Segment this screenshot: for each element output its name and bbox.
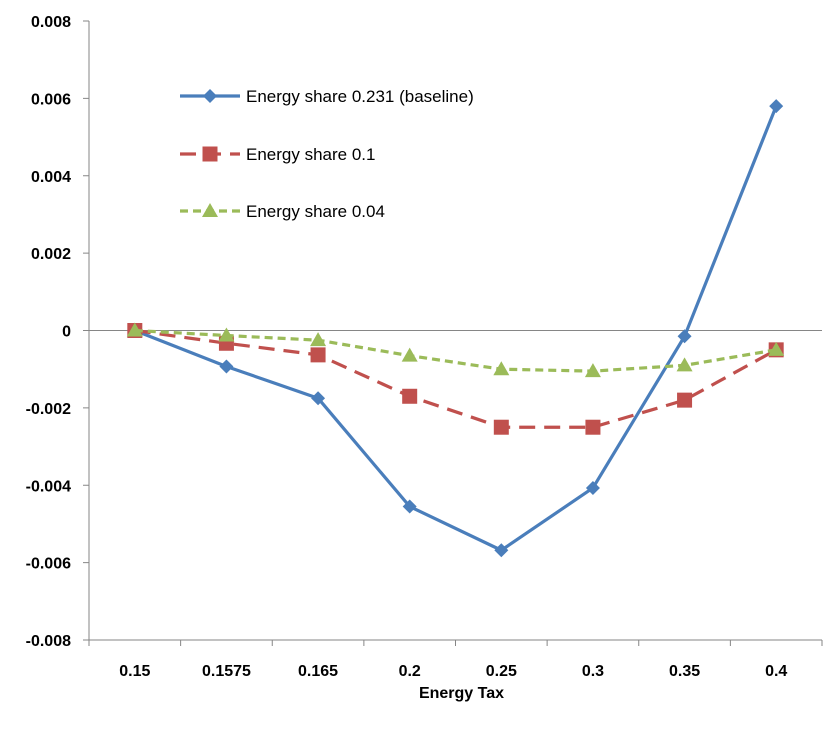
series-line bbox=[134, 328, 777, 373]
legend-label: Energy share 0.04 bbox=[246, 202, 385, 221]
series-line bbox=[134, 328, 777, 429]
y-tick-label: 0.006 bbox=[31, 91, 71, 108]
series-point bbox=[584, 363, 601, 378]
series-point bbox=[126, 322, 143, 337]
series-point bbox=[677, 329, 692, 344]
x-tick-label: 0.2 bbox=[399, 663, 421, 680]
y-tick-label: 0 bbox=[62, 324, 71, 341]
series-layer bbox=[126, 99, 785, 558]
x-tick-label: 0.165 bbox=[298, 663, 338, 680]
x-axis-title: Energy Tax bbox=[419, 685, 504, 702]
y-tick-label: -0.006 bbox=[26, 556, 71, 573]
series-point bbox=[310, 332, 327, 347]
series-point bbox=[676, 357, 693, 372]
legend-item: Energy share 0.231 (baseline) bbox=[180, 87, 474, 106]
series-point bbox=[219, 359, 234, 374]
y-tick-label: 0.002 bbox=[31, 246, 71, 263]
x-axis-ticks: 0.15 0.1575 0.165 0.2 0.25 0.3 0.35 0.4 bbox=[88, 640, 823, 680]
series-point bbox=[493, 419, 509, 435]
x-tick-label: 0.25 bbox=[486, 663, 517, 680]
series-point bbox=[493, 361, 510, 376]
series-point bbox=[310, 347, 326, 363]
x-tick-label: 0.35 bbox=[669, 663, 700, 680]
series-point bbox=[768, 341, 785, 356]
legend-marker bbox=[202, 203, 218, 217]
legend-item: Energy share 0.04 bbox=[180, 202, 385, 221]
legend-marker bbox=[203, 89, 217, 103]
x-tick-label: 0.3 bbox=[582, 663, 604, 680]
x-tick-label: 0.15 bbox=[119, 663, 150, 680]
series-point bbox=[585, 419, 601, 435]
series-point bbox=[401, 347, 418, 362]
series-line bbox=[134, 105, 778, 552]
series-point bbox=[402, 499, 417, 514]
series-point bbox=[402, 388, 418, 404]
series-3 bbox=[126, 322, 785, 378]
y-tick-label: -0.004 bbox=[26, 478, 71, 495]
series-point bbox=[311, 391, 326, 406]
y-tick-label: 0.004 bbox=[31, 169, 71, 186]
legend-item: Energy share 0.1 bbox=[180, 145, 375, 164]
series-point bbox=[769, 99, 784, 114]
y-axis-ticks: 0.008 0.006 0.004 0.002 0 -0.002 -0.004 -0.006 -… bbox=[26, 14, 89, 650]
x-tick-label: 0.4 bbox=[765, 663, 787, 680]
series-point bbox=[218, 327, 235, 342]
legend-marker bbox=[202, 146, 218, 162]
y-tick-label: -0.002 bbox=[26, 401, 71, 418]
series-point bbox=[677, 392, 693, 408]
legend-label: Energy share 0.1 bbox=[246, 145, 375, 164]
y-tick-label: -0.008 bbox=[26, 633, 71, 650]
legend: Energy share 0.231 (baseline) Energy shar… bbox=[180, 87, 474, 221]
series-point bbox=[494, 543, 509, 558]
series-point bbox=[585, 480, 600, 495]
x-tick-label: 0.1575 bbox=[202, 663, 251, 680]
y-tick-label: 0.008 bbox=[31, 14, 71, 31]
legend-label: Energy share 0.231 (baseline) bbox=[246, 87, 474, 106]
